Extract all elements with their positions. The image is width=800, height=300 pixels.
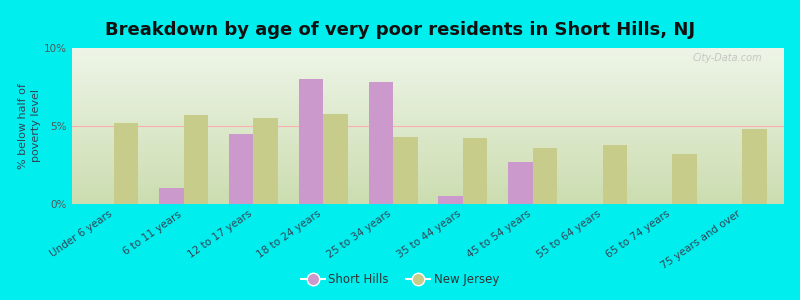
- Text: City-Data.com: City-Data.com: [693, 53, 762, 63]
- Bar: [184, 115, 208, 204]
- Bar: [299, 79, 323, 204]
- Bar: [463, 139, 487, 204]
- Bar: [323, 113, 348, 204]
- Y-axis label: % below half of
poverty level: % below half of poverty level: [18, 83, 42, 169]
- Bar: [602, 145, 627, 204]
- Bar: [229, 134, 254, 204]
- Bar: [438, 196, 463, 204]
- Bar: [369, 82, 393, 204]
- Bar: [254, 118, 278, 204]
- Bar: [533, 148, 557, 204]
- Bar: [159, 188, 184, 204]
- Bar: [114, 123, 138, 204]
- Bar: [393, 137, 418, 204]
- Bar: [508, 162, 533, 204]
- Legend: Short Hills, New Jersey: Short Hills, New Jersey: [296, 269, 504, 291]
- Bar: [672, 154, 697, 204]
- Text: Breakdown by age of very poor residents in Short Hills, NJ: Breakdown by age of very poor residents …: [105, 21, 695, 39]
- Bar: [742, 129, 766, 204]
